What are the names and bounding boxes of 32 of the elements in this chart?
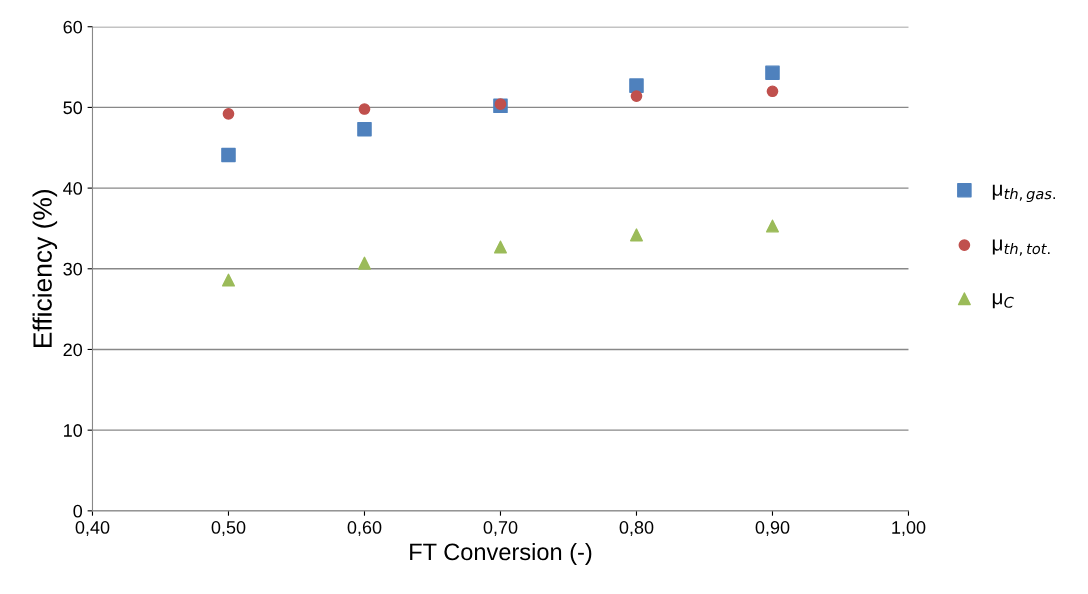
x-tick-label: 1,00 (892, 521, 926, 536)
y-tick-label: 40 (63, 182, 83, 195)
y-tick-label: 60 (63, 20, 83, 34)
point (357, 121, 372, 137)
y-tick-label: 0 (73, 504, 83, 518)
legend-label: μ$_{C}$ (992, 293, 1014, 309)
x-tick-label: 0,60 (347, 521, 382, 536)
point (221, 147, 236, 163)
y-axis-title: Efficiency (%) (32, 190, 58, 348)
x-tick-label: 0,70 (483, 521, 518, 536)
point (357, 256, 371, 270)
x-tick-label: 0,50 (211, 521, 246, 536)
y-tick-label: 50 (63, 101, 83, 115)
point (629, 228, 643, 242)
point (222, 108, 235, 120)
x-tick-label: 0,80 (619, 521, 654, 536)
point (765, 65, 780, 81)
point (493, 240, 507, 254)
point (358, 103, 371, 115)
point (630, 90, 643, 102)
y-tick-label: 20 (63, 343, 83, 357)
x-tick-label: 0,40 (75, 521, 110, 536)
y-tick-label: 30 (63, 262, 83, 276)
point (629, 78, 644, 93)
x-tick-label: 0,90 (755, 521, 790, 536)
x-axis-title: FT Conversion (-) (410, 542, 592, 565)
y-tick-label: 10 (64, 424, 83, 437)
point (765, 219, 779, 233)
point (221, 273, 235, 287)
legend-label: μ$_{th,gas.}$ (992, 184, 1055, 203)
point (766, 85, 779, 98)
legend-label: μ$_{th,tot.}$ (992, 239, 1050, 256)
